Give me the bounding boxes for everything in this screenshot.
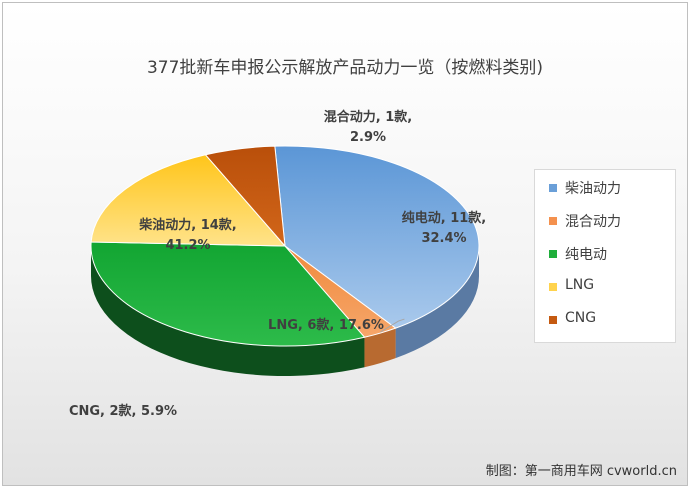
- chart-title: 377批新车申报公示解放产品动力一览（按燃料类别): [147, 58, 543, 78]
- pie-side-diesel: [395, 246, 479, 359]
- legend-swatch-diesel: [549, 184, 557, 192]
- pie-chart: 377批新车申报公示解放产品动力一览（按燃料类别) 柴油动力, 14款, 41.2…: [69, 58, 543, 419]
- legend-label: 混合动力: [565, 214, 621, 230]
- legend: 柴油动力 混合动力 纯电动 LNG CNG: [534, 169, 676, 343]
- pie-slice-diesel[interactable]: [274, 145, 480, 329]
- legend-label: 纯电动: [565, 247, 607, 263]
- data-label-diesel: 柴油动力, 14款, 41.2%: [138, 217, 237, 253]
- pie-slice-ev[interactable]: [90, 241, 366, 347]
- legend-swatch-ev: [549, 250, 557, 258]
- data-label-lng: LNG, 6款, 17.6%: [268, 317, 384, 333]
- data-label-cng: CNG, 2款, 5.9%: [69, 403, 177, 419]
- pie-slice-cng[interactable]: [204, 145, 286, 248]
- source-credit: 制图：第一商用车网 cvworld.cn: [485, 464, 677, 479]
- leader-line-hybrid: [380, 318, 405, 333]
- legend-swatch-cng: [549, 316, 557, 324]
- data-label-ev: 纯电动, 11款, 32.4%: [402, 210, 487, 246]
- pie-side-hybrid: [364, 328, 396, 368]
- legend-label: LNG: [565, 277, 595, 293]
- legend-label: CNG: [565, 310, 597, 326]
- data-label-hybrid: 混合动力, 1款, 2.9%: [324, 109, 412, 145]
- legend-swatch-lng: [549, 283, 557, 291]
- pie-slice-lng[interactable]: [90, 154, 287, 247]
- pie-side-ev: [91, 246, 365, 377]
- legend-label: 柴油动力: [565, 181, 621, 197]
- legend-swatch-hybrid: [549, 217, 557, 225]
